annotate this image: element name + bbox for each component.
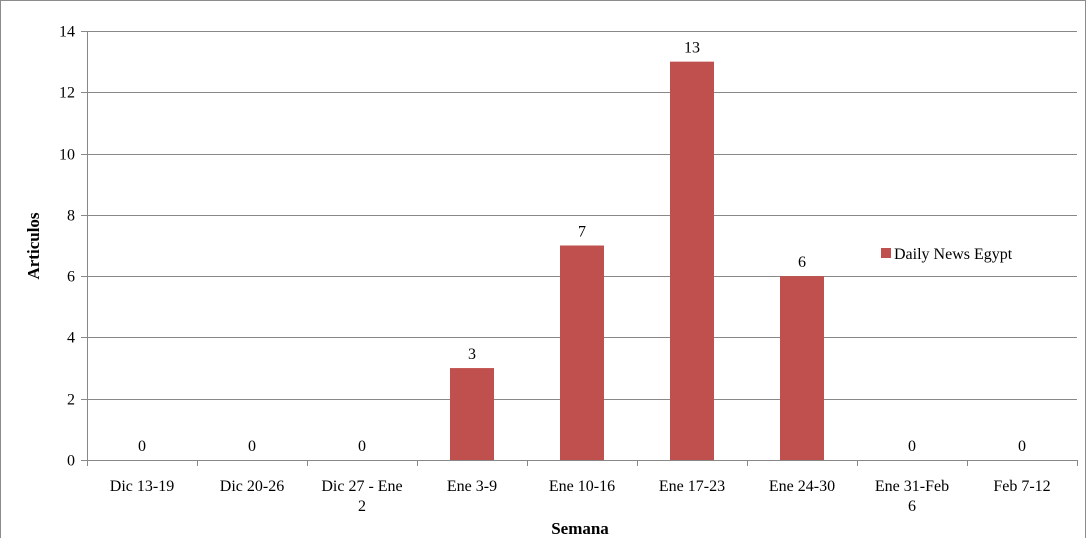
x-tick-label: Dic 27 - Ene 2: [321, 478, 402, 515]
data-label: 0: [248, 438, 256, 455]
y-tick-label: 4: [67, 330, 75, 347]
data-label: 0: [1018, 438, 1026, 455]
data-label: 13: [684, 40, 700, 57]
y-tick-label: 10: [59, 147, 75, 164]
y-axis: 0 2 4 6 8 10 12 14: [59, 24, 88, 470]
y-tick-label: 2: [67, 392, 75, 409]
x-axis: Dic 13-19 Dic 20-26 Dic 27 - Ene 2 Ene 3-9 En…: [87, 460, 1078, 515]
legend-label: Daily News Egypt: [894, 246, 1013, 263]
x-tick-label: Ene 10-16: [549, 478, 615, 495]
x-tick-label: Ene 24-30: [769, 478, 835, 495]
legend-swatch: [881, 248, 891, 258]
x-tick-label: Dic 13-19: [110, 478, 174, 495]
bar: [560, 245, 604, 460]
data-label: 3: [468, 346, 476, 363]
data-labels: 0 0 0 3 7 13 6 0 0: [138, 40, 1026, 455]
data-label: 0: [138, 438, 146, 455]
x-tick-label: Ene 3-9: [447, 478, 497, 495]
bar: [780, 276, 824, 460]
x-tick-label: Ene 31-Feb 6: [875, 478, 949, 515]
bars: [450, 61, 824, 461]
y-tick-label: 0: [67, 453, 75, 470]
legend: Daily News Egypt: [881, 246, 1013, 263]
y-tick-label: 14: [59, 24, 75, 41]
bar: [450, 368, 494, 460]
data-label: 0: [908, 438, 916, 455]
data-label: 6: [798, 254, 806, 271]
data-label: 0: [358, 438, 366, 455]
x-axis-title: Semana: [551, 519, 609, 538]
data-label: 7: [578, 224, 586, 241]
x-tick-label: Ene 17-23: [659, 478, 725, 495]
y-tick-label: 12: [59, 85, 75, 102]
bar: [670, 61, 714, 461]
y-tick-label: 6: [67, 269, 75, 286]
x-tick-label: Dic 20-26: [220, 478, 284, 495]
x-tick-label: Feb 7-12: [993, 478, 1050, 495]
y-tick-label: 8: [67, 208, 75, 225]
y-axis-title: Articulos: [24, 212, 43, 279]
